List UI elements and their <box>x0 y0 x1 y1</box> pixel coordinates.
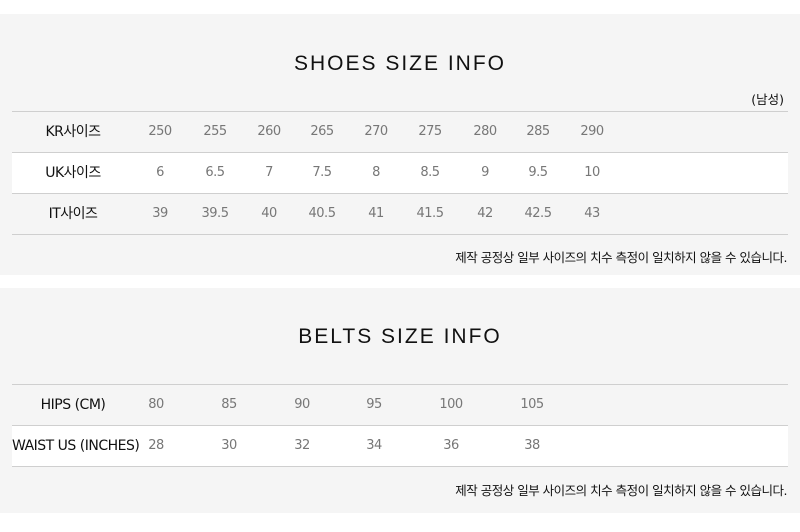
size-cell: 42.5 <box>524 206 552 221</box>
divider <box>12 234 788 235</box>
shoes-title: SHOES SIZE INFO <box>293 52 507 75</box>
row-label: WAIST US (INCHES) <box>12 438 140 454</box>
size-cell: 275 <box>418 124 442 139</box>
size-cell: 105 <box>520 397 544 412</box>
size-cell: 6.5 <box>205 165 225 180</box>
size-cell: 30 <box>221 438 237 453</box>
table-row-kr: KR사이즈 250 255 260 265 270 275 280 285 290 <box>12 112 788 152</box>
divider <box>12 193 788 194</box>
shoes-size-panel: SHOES SIZE INFO (남성) KR사이즈 250 255 260 265 27… <box>0 14 800 275</box>
size-cell: 42 <box>477 206 493 221</box>
size-cell: 260 <box>257 124 281 139</box>
row-label: IT사이즈 <box>48 206 98 222</box>
size-cell: 270 <box>364 124 388 139</box>
size-cell: 6 <box>156 165 164 180</box>
size-cell: 36 <box>443 438 459 453</box>
size-cell: 41 <box>368 206 384 221</box>
size-cell: 80 <box>148 397 164 412</box>
divider <box>12 466 788 467</box>
belts-size-panel: BELTS SIZE INFO HIPS (CM) 80 85 90 95 100 105 … <box>0 288 800 513</box>
divider <box>12 111 788 112</box>
size-cell: 9 <box>481 165 489 180</box>
size-disclaimer: 제작 공정상 일부 사이즈의 치수 측정이 일치하지 않을 수 있습니다. <box>455 250 787 265</box>
size-disclaimer: 제작 공정상 일부 사이즈의 치수 측정이 일치하지 않을 수 있습니다. <box>455 483 787 498</box>
size-cell: 28 <box>148 438 164 453</box>
gender-label: (남성) <box>751 92 784 107</box>
size-cell: 34 <box>366 438 382 453</box>
table-row-waist: WAIST US (INCHES) 28 30 32 34 36 38 <box>12 426 788 466</box>
size-cell: 285 <box>526 124 550 139</box>
divider <box>12 384 788 385</box>
table-row-uk: UK사이즈 6 6.5 7 7.5 8 8.5 9 9.5 10 <box>12 153 788 193</box>
belts-title: BELTS SIZE INFO <box>298 325 502 348</box>
size-cell: 39.5 <box>201 206 229 221</box>
size-cell: 250 <box>148 124 172 139</box>
divider <box>12 152 788 153</box>
size-cell: 8.5 <box>420 165 440 180</box>
table-row-hips: HIPS (CM) 80 85 90 95 100 105 <box>12 385 788 425</box>
size-cell: 9.5 <box>528 165 548 180</box>
size-cell: 7.5 <box>312 165 332 180</box>
size-cell: 7 <box>265 165 273 180</box>
row-label: HIPS (CM) <box>40 397 106 413</box>
size-cell: 265 <box>310 124 334 139</box>
row-label: UK사이즈 <box>45 165 101 181</box>
table-row-it: IT사이즈 39 39.5 40 40.5 41 41.5 42 42.5 43 <box>12 194 788 234</box>
size-cell: 39 <box>152 206 168 221</box>
size-cell: 43 <box>584 206 600 221</box>
size-cell: 41.5 <box>416 206 444 221</box>
size-cell: 10 <box>584 165 600 180</box>
size-cell: 40.5 <box>308 206 336 221</box>
size-cell: 255 <box>203 124 227 139</box>
divider <box>12 425 788 426</box>
size-cell: 95 <box>366 397 382 412</box>
size-cell: 32 <box>294 438 310 453</box>
row-label: KR사이즈 <box>45 124 101 140</box>
size-cell: 40 <box>261 206 277 221</box>
size-cell: 290 <box>580 124 604 139</box>
size-cell: 8 <box>372 165 380 180</box>
size-cell: 90 <box>294 397 310 412</box>
size-cell: 38 <box>524 438 540 453</box>
size-cell: 280 <box>473 124 497 139</box>
size-cell: 85 <box>221 397 237 412</box>
size-cell: 100 <box>439 397 463 412</box>
